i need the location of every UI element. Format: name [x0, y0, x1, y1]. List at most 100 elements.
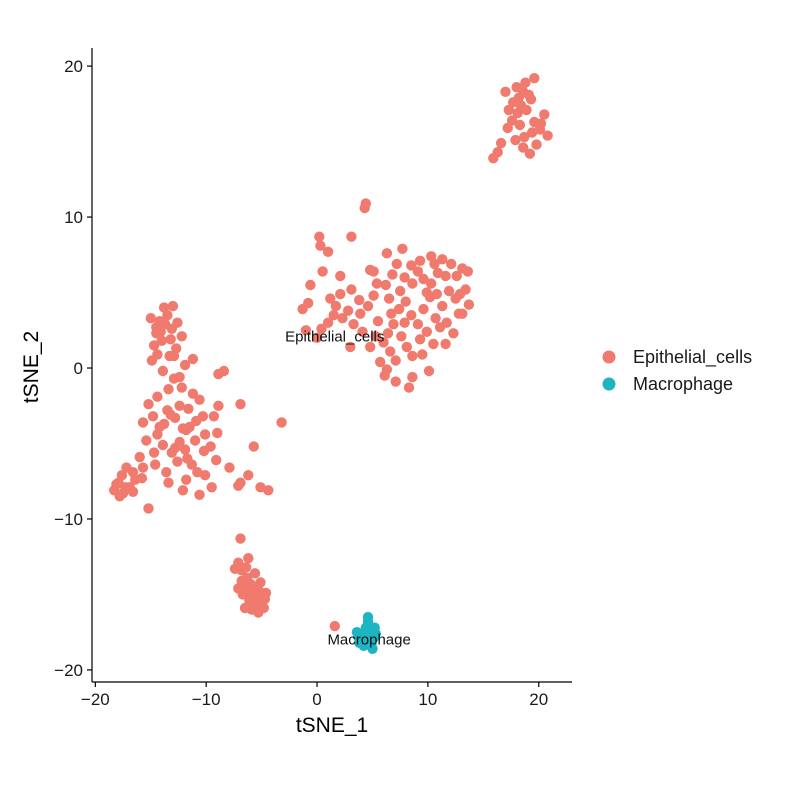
point-epithelial-cells [423, 365, 435, 377]
point-epithelial-cells [342, 305, 354, 316]
point-epithelial-cells [224, 462, 235, 473]
point-epithelial-cells [354, 294, 365, 306]
point-epithelial-cells [141, 435, 152, 446]
point-epithelial-cells [385, 346, 396, 357]
point-epithelial-cells [417, 349, 428, 360]
point-epithelial-cells [143, 503, 154, 514]
point-epithelial-cells [192, 467, 203, 478]
point-epithelial-cells [397, 243, 408, 254]
point-epithelial-cells [165, 409, 176, 420]
point-epithelial-cells [330, 300, 342, 312]
y-axis-ticks: −20 −10 0 10 20 [54, 57, 92, 680]
point-epithelial-cells [179, 359, 191, 371]
point-epithelial-cells [454, 288, 466, 300]
point-epithelial-cells [305, 279, 316, 291]
point-epithelial-cells [191, 415, 202, 427]
point-epithelial-cells [276, 417, 287, 428]
point-epithelial-cells [247, 598, 258, 609]
point-epithelial-cells [513, 92, 524, 104]
point-epithelial-cells [150, 459, 161, 470]
point-epithelial-cells [360, 198, 371, 209]
point-epithelial-cells [365, 264, 376, 276]
point-epithelial-cells [431, 288, 442, 300]
point-epithelial-cells [506, 115, 518, 126]
point-epithelial-cells [258, 602, 269, 614]
point-epithelial-cells [426, 278, 437, 289]
point-epithelial-cells [208, 411, 220, 422]
point-epithelial-cells [451, 270, 462, 282]
point-epithelial-cells [199, 429, 211, 440]
point-epithelial-cells [386, 308, 397, 319]
series-epithelial-cells [109, 73, 553, 632]
x-tick-label: 10 [418, 690, 437, 709]
point-epithelial-cells [236, 575, 247, 587]
point-epithelial-cells [337, 313, 348, 324]
point-epithelial-cells [212, 427, 223, 439]
point-epithelial-cells [531, 139, 542, 150]
point-epithelial-cells [161, 467, 172, 478]
point-epithelial-cells [240, 562, 252, 573]
point-epithelial-cells [441, 317, 452, 328]
point-epithelial-cells [368, 290, 379, 301]
point-epithelial-cells [143, 399, 154, 410]
point-epithelial-cells [403, 382, 415, 393]
point-epithelial-cells [401, 341, 412, 353]
point-epithelial-cells [114, 491, 125, 502]
point-epithelial-cells [311, 332, 323, 343]
point-epithelial-cells [355, 308, 366, 319]
point-epithelial-cells [157, 365, 169, 377]
point-epithelial-cells [206, 482, 217, 493]
point-epithelial-cells [187, 388, 199, 399]
point-epithelial-cells [393, 303, 405, 315]
point-epithelial-cells [194, 394, 205, 405]
point-epithelial-cells [157, 439, 169, 451]
y-tick-label: 0 [74, 359, 83, 378]
point-macrophage [366, 630, 377, 641]
point-epithelial-cells [443, 285, 455, 297]
point-epithelial-cells [235, 533, 246, 544]
point-epithelial-cells [446, 258, 457, 270]
point-epithelial-cells [399, 317, 410, 328]
x-axis-title: tSNE_1 [296, 714, 368, 737]
point-epithelial-cells [535, 118, 547, 129]
point-epithelial-cells [255, 482, 266, 493]
x-tick-label: −10 [192, 690, 221, 709]
point-epithelial-cells [243, 470, 254, 481]
point-epithelial-cells [328, 310, 339, 321]
point-epithelial-cells [421, 326, 432, 337]
point-epithelial-cells [437, 300, 448, 312]
legend-label-macrophage: Macrophage [633, 374, 733, 394]
point-epithelial-cells [303, 297, 314, 309]
point-epithelial-cells [176, 382, 187, 393]
point-epithelial-cells [111, 479, 122, 490]
point-epithelial-cells [348, 319, 359, 330]
point-epithelial-cells [163, 477, 174, 488]
point-epithelial-cells [440, 338, 451, 350]
point-epithelial-cells [152, 349, 163, 360]
legend-swatch-macrophage [602, 377, 616, 391]
point-epithelial-cells [500, 86, 511, 98]
point-epithelial-cells [194, 489, 205, 500]
y-tick-label: 10 [64, 208, 83, 227]
point-epithelial-cells [407, 278, 418, 289]
cluster-label-epithelial-cells: Epithelial_cells [285, 328, 384, 345]
point-epithelial-cells [495, 137, 507, 149]
point-epithelial-cells [174, 400, 185, 411]
point-epithelial-cells [148, 340, 160, 351]
point-epithelial-cells [371, 278, 383, 289]
point-epithelial-cells [370, 331, 381, 342]
point-epithelial-cells [428, 338, 439, 350]
point-epithelial-cells [198, 445, 210, 457]
point-epithelial-cells [181, 474, 192, 485]
point-epithelial-cells [407, 350, 418, 362]
point-epithelial-cells [430, 313, 441, 324]
point-epithelial-cells [511, 82, 522, 93]
point-epithelial-cells [426, 251, 437, 262]
point-epithelial-cells [325, 293, 336, 304]
point-epithelial-cells [172, 456, 183, 467]
y-axis-title: tSNE_2 [20, 331, 43, 403]
point-epithelial-cells [526, 127, 538, 138]
point-epithelial-cells [235, 399, 246, 410]
point-epithelial-cells [199, 470, 211, 481]
